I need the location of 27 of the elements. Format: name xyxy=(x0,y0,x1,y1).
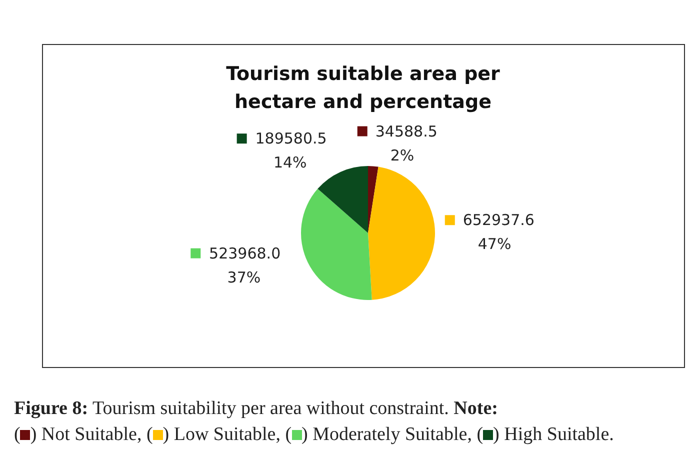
text: Note: xyxy=(454,398,498,419)
text: ) xyxy=(302,424,308,445)
text: ( xyxy=(285,424,292,445)
text: ) xyxy=(493,424,500,445)
data-label: 189580.5 14% xyxy=(255,130,327,172)
data-label: 652937.6 47% xyxy=(462,211,534,254)
pie-slice xyxy=(368,166,435,300)
text: ( xyxy=(14,424,20,445)
data-label: 523968.0 37% xyxy=(209,244,281,286)
legend-label: Low Suitable xyxy=(174,424,276,445)
text: . xyxy=(609,424,614,445)
data-label: 34588.5 2% xyxy=(375,122,438,164)
text: ) xyxy=(30,424,37,445)
text: ( xyxy=(146,424,153,445)
text: , xyxy=(276,424,280,445)
text: ) xyxy=(162,424,170,445)
legend-label: Not Suitable xyxy=(41,424,137,445)
pie-slice xyxy=(301,188,372,300)
text: , xyxy=(136,424,142,445)
pie-slice xyxy=(318,166,368,233)
caption: Figure 8: Tourism suitability per area without constraint. xyxy=(14,398,449,419)
text: ( xyxy=(476,424,484,445)
legend-label: High Suitable xyxy=(504,424,610,445)
pie-slice xyxy=(368,166,378,233)
text: , xyxy=(467,424,472,445)
legend-label: Moderately Suitable xyxy=(312,424,468,445)
chart-title: Tourism suitable area per hectare and percentage xyxy=(225,62,501,115)
